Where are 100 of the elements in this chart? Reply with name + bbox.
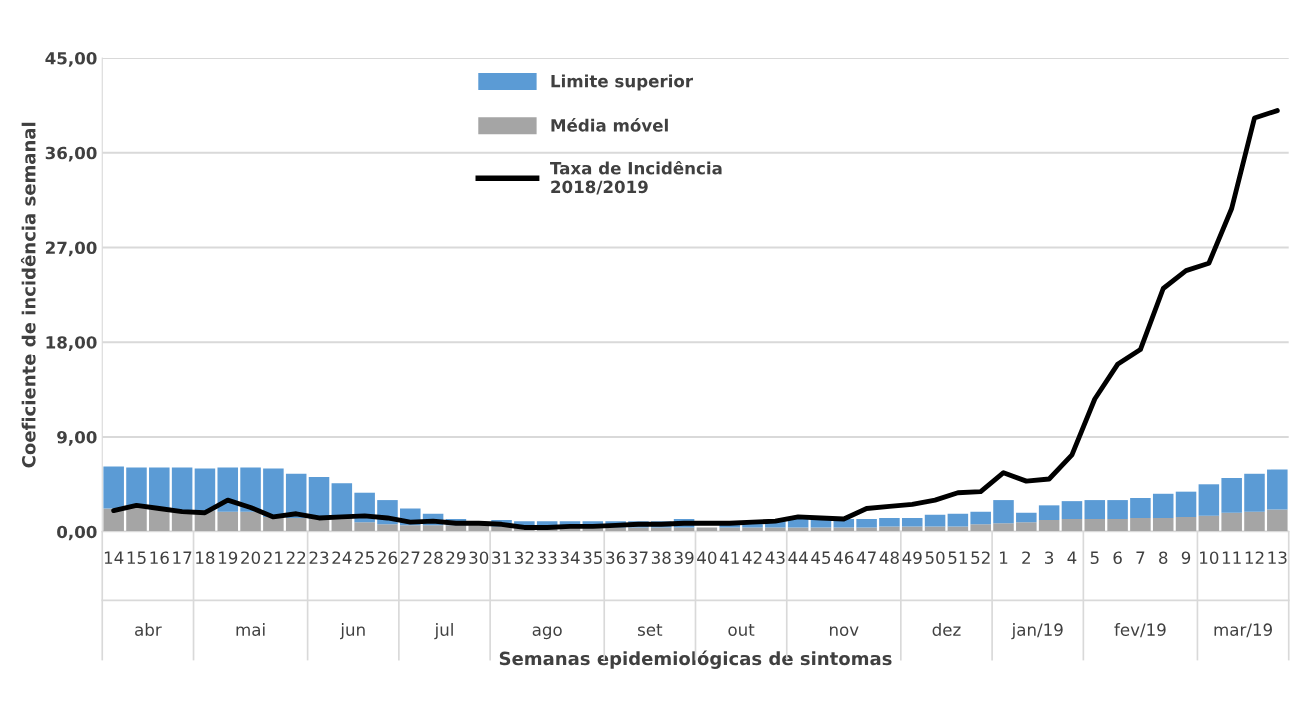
bar bbox=[901, 517, 923, 527]
x-tick-label: 16 bbox=[150, 551, 169, 565]
x-tick-label: 15 bbox=[127, 551, 146, 565]
legend-label: Média móvel bbox=[551, 118, 668, 132]
x-tick-label: 29 bbox=[446, 551, 466, 565]
x-tick-label: 38 bbox=[651, 551, 671, 565]
bar bbox=[1175, 491, 1197, 517]
bar bbox=[171, 467, 193, 511]
x-tick-label: 13 bbox=[1268, 551, 1287, 565]
bar bbox=[947, 526, 969, 532]
bar bbox=[1038, 505, 1060, 521]
x-tick-label: 32 bbox=[515, 551, 534, 565]
x-tick-label: 20 bbox=[241, 551, 261, 565]
bar bbox=[1267, 469, 1288, 510]
bar bbox=[217, 511, 239, 532]
bar bbox=[1038, 520, 1060, 532]
bar bbox=[696, 527, 718, 532]
bar bbox=[1267, 509, 1288, 532]
bar bbox=[1016, 522, 1037, 532]
x-tick-label: 42 bbox=[742, 551, 762, 564]
text: mar/19 bbox=[1214, 623, 1272, 638]
x-tick-label: 35 bbox=[583, 551, 602, 565]
x-tick-label: 30 bbox=[469, 551, 489, 565]
bar bbox=[1244, 511, 1265, 532]
x-tick-label: 17 bbox=[173, 551, 192, 564]
x-tick-label: 26 bbox=[378, 551, 398, 565]
x-tick-label: 51 bbox=[948, 551, 967, 565]
x-tick-label: 48 bbox=[879, 551, 899, 565]
bar bbox=[1244, 473, 1265, 512]
bar bbox=[1061, 501, 1083, 520]
bar bbox=[126, 507, 147, 532]
bar bbox=[1130, 517, 1151, 532]
x-tick-label: 11 bbox=[1222, 551, 1241, 564]
x-tick-label: 5 bbox=[1090, 551, 1099, 565]
x-tick-label: 22 bbox=[286, 551, 306, 564]
text: nov bbox=[829, 626, 859, 636]
x-tick-label: 18 bbox=[196, 551, 215, 565]
legend-label: Limite superior bbox=[551, 74, 694, 91]
bar bbox=[856, 519, 877, 528]
x-tick-label: 49 bbox=[902, 551, 922, 565]
x-axis-title: Semanas epidemiológicas de sintomas bbox=[499, 650, 892, 669]
bar bbox=[947, 513, 969, 527]
x-tick-label: 6 bbox=[1113, 551, 1122, 565]
y-tick-label: 9,00 bbox=[57, 430, 97, 446]
x-tick-label: 37 bbox=[629, 551, 648, 565]
bar bbox=[1152, 517, 1174, 532]
x-tick-label: 14 bbox=[104, 551, 124, 564]
bar bbox=[1107, 519, 1128, 532]
x-tick-label: 45 bbox=[811, 551, 831, 565]
x-tick-label: 36 bbox=[606, 551, 626, 565]
text: jun bbox=[340, 623, 365, 640]
text: set bbox=[638, 624, 663, 636]
line-series bbox=[111, 108, 1280, 530]
x-tick-label: 4 bbox=[1067, 551, 1077, 564]
x-tick-label: 7 bbox=[1136, 551, 1145, 564]
x-tick-label: 25 bbox=[355, 551, 374, 565]
x-tick-label: 31 bbox=[492, 551, 511, 565]
bar bbox=[628, 527, 649, 532]
bar bbox=[400, 525, 421, 532]
bar bbox=[650, 527, 672, 532]
x-tick-label: 27 bbox=[400, 551, 420, 564]
bar bbox=[1221, 512, 1242, 532]
bar bbox=[422, 525, 444, 532]
x-tick-label: 43 bbox=[765, 551, 785, 565]
bar bbox=[377, 524, 398, 532]
x-tick-label: 9 bbox=[1181, 551, 1191, 565]
bar bbox=[673, 527, 695, 532]
x-tick-label: 24 bbox=[332, 551, 352, 564]
x-tick-label: 23 bbox=[309, 551, 329, 565]
bar bbox=[1130, 497, 1151, 518]
bar bbox=[742, 527, 763, 532]
y-tick-label: 18,00 bbox=[46, 336, 97, 351]
x-tick-label: 19 bbox=[218, 551, 238, 565]
bar bbox=[924, 514, 946, 527]
text: mai bbox=[236, 623, 265, 636]
x-tick-label: 2 bbox=[1022, 551, 1030, 564]
text: out bbox=[728, 624, 755, 636]
x-tick-label: 33 bbox=[537, 551, 557, 565]
x-tick-label: 46 bbox=[834, 551, 854, 565]
bar bbox=[126, 467, 147, 508]
bar bbox=[1221, 477, 1242, 513]
y-tick-label: 36,00 bbox=[45, 146, 97, 162]
text: jul bbox=[434, 623, 453, 640]
x-tick-label: 3 bbox=[1045, 551, 1054, 565]
bar bbox=[354, 522, 375, 532]
bar bbox=[240, 511, 261, 532]
x-tick-label: 41 bbox=[719, 551, 739, 564]
bar bbox=[1175, 516, 1197, 532]
x-tick-label: 28 bbox=[423, 551, 443, 565]
bar bbox=[263, 468, 284, 517]
legend-label: Taxa de Incidência 2018/2019 bbox=[550, 160, 722, 195]
text: fev/19 bbox=[1114, 623, 1166, 638]
x-tick-label: 50 bbox=[925, 551, 945, 565]
bar bbox=[1198, 484, 1220, 516]
x-tick-label: 39 bbox=[674, 551, 694, 565]
bar bbox=[194, 468, 216, 511]
bar bbox=[149, 467, 170, 510]
bar bbox=[1152, 493, 1174, 518]
bar bbox=[879, 526, 900, 532]
x-tick-label: 12 bbox=[1245, 551, 1264, 564]
